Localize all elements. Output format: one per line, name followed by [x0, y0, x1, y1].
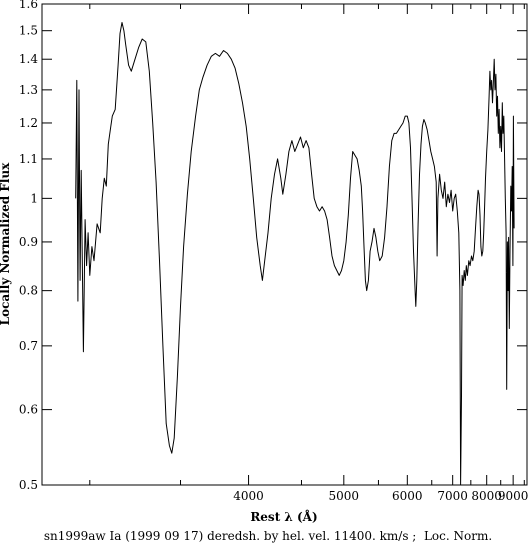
x-tick-label: 6000: [392, 489, 423, 503]
plot-frame: [41, 3, 528, 486]
x-tick-label: 9000: [498, 489, 529, 503]
y-axis-tick-labels: 0.5 0.6 0.7 0.8 0.9 1 1.1 1.2 1.3 1.4 1.5 1.6: [19, 0, 38, 492]
x-tick-label: 5000: [329, 489, 360, 503]
y-tick-label: 0.6: [19, 403, 38, 417]
y-tick-label: 1.5: [19, 24, 38, 38]
y-tick-label: 1.4: [19, 52, 38, 66]
y-tick-label: 1.6: [19, 0, 38, 11]
y-tick-label: 1: [30, 191, 38, 205]
y-axis-ticks: [42, 3, 527, 486]
y-tick-label: 0.9: [19, 235, 38, 249]
x-tick-label: 7000: [437, 489, 468, 503]
y-tick-label: 0.7: [19, 339, 38, 353]
spectrum-line: [75, 22, 515, 486]
x-axis-ticks: [248, 4, 514, 485]
x-axis-label: Rest λ (Å): [250, 509, 317, 524]
x-tick-label: 4000: [233, 489, 264, 503]
x-axis-minor-ticks: [89, 4, 525, 485]
y-axis-label: Locally Normalized Flux: [0, 162, 12, 325]
y-tick-label: 1.3: [19, 83, 38, 97]
y-tick-label: 0.5: [19, 478, 38, 492]
x-tick-label: 8000: [471, 489, 502, 503]
y-tick-label: 1.2: [19, 116, 38, 130]
y-tick-label: 0.8: [19, 284, 38, 298]
chart-caption: sn1999aw Ia (1999 09 17) deredsh. by hel…: [44, 529, 492, 543]
y-tick-label: 1.1: [19, 152, 38, 166]
